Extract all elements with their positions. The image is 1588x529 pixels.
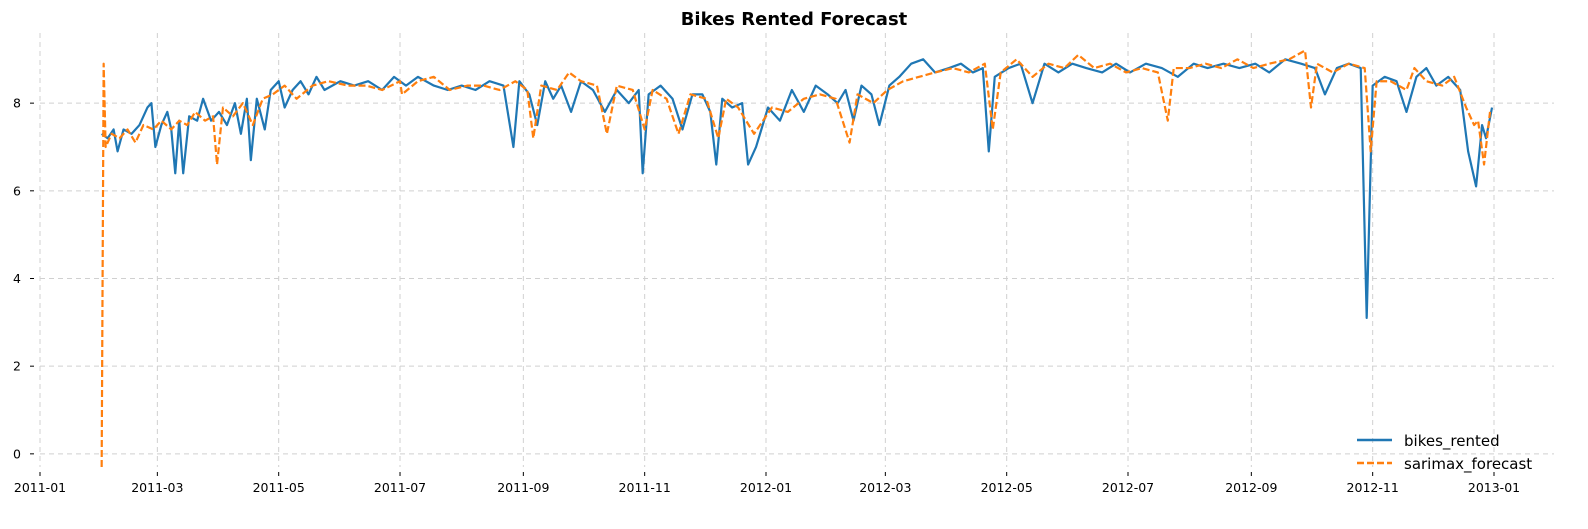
y-tick-label: 2 — [13, 359, 21, 374]
y-tick-label: 4 — [13, 271, 21, 286]
chart-title: Bikes Rented Forecast — [681, 9, 908, 30]
x-tick-label: 2011-07 — [374, 480, 426, 495]
series-line-bikes-rented — [101, 58, 1494, 320]
x-tick-label: 2012-11 — [1347, 480, 1399, 495]
x-tick-label: 2012-03 — [859, 480, 911, 495]
series-line-sarimax-forecast — [100, 49, 1492, 468]
legend-label-bikes-rented: bikes_rented — [1404, 432, 1500, 451]
y-tick-label: 0 — [13, 446, 21, 461]
x-tick-label: 2012-09 — [1225, 480, 1277, 495]
x-tick-label: 2011-05 — [253, 480, 305, 495]
x-tick-label: 2011-01 — [14, 480, 66, 495]
x-tick-label: 2012-01 — [740, 480, 792, 495]
x-tick-label: 2011-03 — [131, 480, 183, 495]
x-tick-label: 2011-11 — [619, 480, 671, 495]
x-tick-label: 2011-09 — [497, 480, 549, 495]
x-tick-label: 2012-05 — [981, 480, 1033, 495]
series-layer — [100, 49, 1494, 468]
y-tick-label: 6 — [13, 183, 21, 198]
legend-label-sarimax-forecast: sarimax_forecast — [1404, 455, 1532, 474]
axes: 2011-01 2011-03 2011-05 2011-07 2011-09 2011-… — [13, 96, 1520, 495]
x-tick-label: 2012-07 — [1102, 480, 1154, 495]
x-tick-label: 2013-01 — [1468, 480, 1520, 495]
legend: bikes_rented sarimax_forecast — [1357, 432, 1532, 474]
y-tick-label: 8 — [13, 96, 21, 111]
